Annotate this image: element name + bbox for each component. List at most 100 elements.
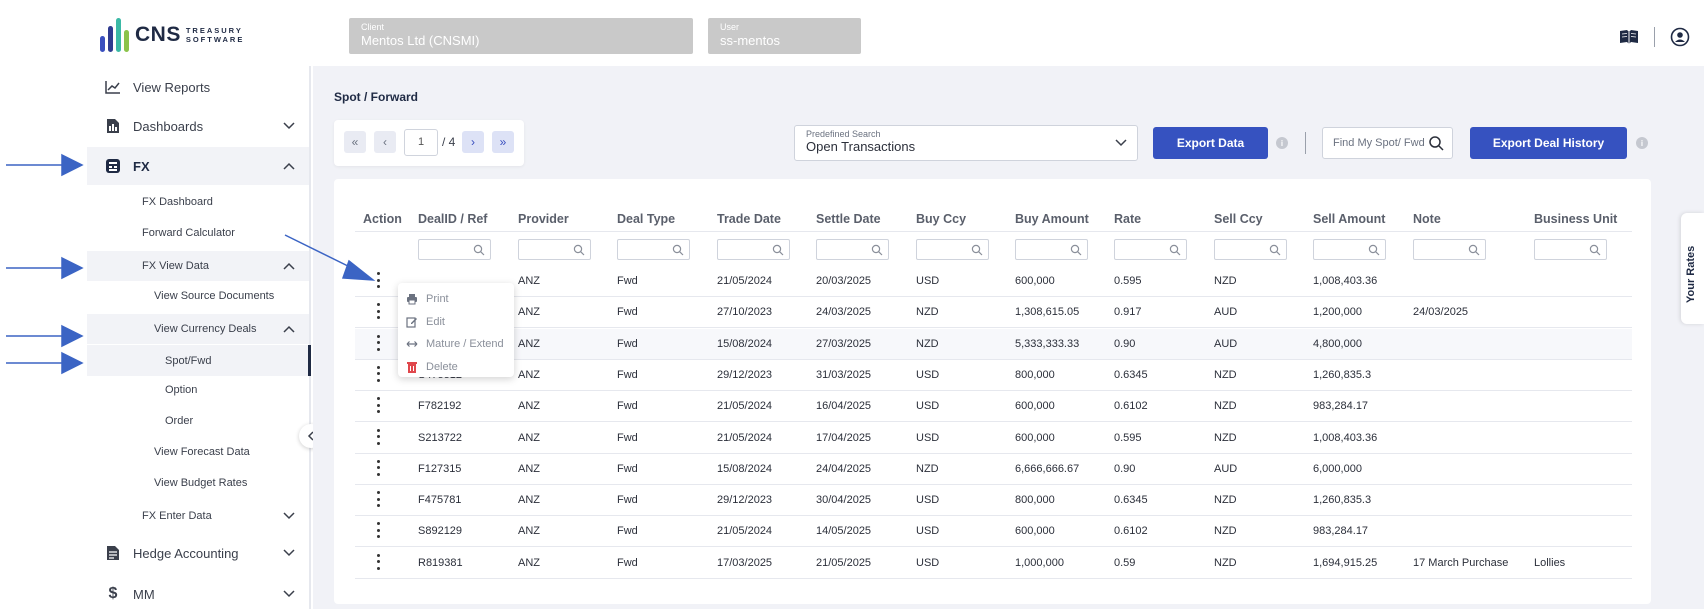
column-filter-input[interactable] (916, 239, 989, 260)
column-header-buy-amount[interactable]: Buy Amount (1015, 212, 1089, 226)
table-cell: 24/04/2025 (816, 462, 872, 475)
table-cell: AUD (1214, 306, 1238, 319)
column-header-sell-amount[interactable]: Sell Amount (1313, 212, 1386, 226)
column-filter-input[interactable] (1313, 239, 1386, 260)
column-header-provider[interactable]: Provider (518, 212, 569, 226)
column-header-settle-date[interactable]: Settle Date (816, 212, 881, 226)
your-rates-tab[interactable]: Your Rates (1681, 213, 1704, 324)
column-filter-input[interactable] (418, 239, 491, 260)
sidebar-item-fx-dashboard[interactable]: FX Dashboard (142, 196, 213, 208)
sidebar-item-fx[interactable]: FX (87, 147, 309, 185)
menu-item-delete[interactable]: Delete (398, 356, 514, 379)
info-icon[interactable]: i (1276, 137, 1288, 149)
kebab-menu-icon[interactable] (375, 428, 381, 445)
column-header-deal-id[interactable]: DealID / Ref (418, 212, 488, 226)
search-icon (1269, 244, 1281, 256)
page-number-input[interactable]: 1 (404, 129, 438, 156)
export-data-button[interactable]: Export Data (1153, 127, 1268, 159)
user-profile-icon[interactable] (1669, 26, 1691, 48)
column-filter-input[interactable] (1534, 239, 1607, 260)
sidebar-item-dashboards[interactable]: Dashboards (87, 107, 309, 145)
kebab-menu-icon[interactable] (375, 459, 381, 476)
table-row[interactable]: F782192 ANZ Fwd 21/05/2024 16/04/2025 USD 600,… (355, 391, 1632, 423)
table-cell: 14/05/2025 (816, 525, 872, 538)
table-cell: 600,000 (1015, 525, 1055, 538)
sidebar-item-mm[interactable]: $ MM (87, 575, 309, 609)
column-filter-input[interactable] (1015, 239, 1088, 260)
column-filter-input[interactable] (518, 239, 591, 260)
sidebar-item-view-reports[interactable]: View Reports (87, 69, 309, 105)
sidebar-item-fx-view-data[interactable]: FX View Data (87, 251, 309, 281)
logo-sub-line2: SOFTWARE (185, 35, 245, 44)
column-header-sell-ccy[interactable]: Sell Ccy (1214, 212, 1263, 226)
find-deal-placeholder: Find My Spot/ Fwd (1333, 137, 1425, 149)
sidebar-item-view-source-documents[interactable]: View Source Documents (154, 290, 275, 302)
table-cell: ANZ (518, 400, 540, 413)
column-filter-input[interactable] (1214, 239, 1287, 260)
table-cell: ANZ (518, 556, 540, 569)
kebab-menu-icon[interactable] (375, 272, 381, 288)
kebab-menu-icon[interactable] (375, 522, 381, 539)
sidebar-item-option[interactable]: Option (165, 384, 198, 396)
menu-item-edit[interactable]: Edit (398, 311, 514, 334)
sidebar-item-spot-fwd[interactable]: Spot/Fwd (87, 345, 309, 376)
user-field[interactable]: User ss-mentos (708, 18, 861, 54)
sidebar-item-forward-calculator[interactable]: Forward Calculator (142, 227, 235, 239)
table-row[interactable]: R819381 ANZ Fwd 17/03/2025 21/05/2025 USD 1,00… (355, 548, 1632, 579)
sidebar-item-view-currency-deals[interactable]: View Currency Deals (87, 314, 309, 344)
export-deal-history-button[interactable]: Export Deal History (1470, 127, 1627, 159)
client-field[interactable]: Client Mentos Ltd (CNSMI) (349, 18, 693, 54)
table-row[interactable]: S213722 ANZ Fwd 21/05/2024 17/04/2025 USD 600,… (355, 423, 1632, 454)
column-filter-input[interactable] (617, 239, 690, 260)
prev-page-button[interactable]: ‹ (374, 131, 396, 153)
column-filter-input[interactable] (717, 239, 790, 260)
column-filter-input[interactable] (1114, 239, 1187, 260)
kebab-menu-icon[interactable] (375, 491, 381, 508)
kebab-menu-icon[interactable] (375, 303, 381, 320)
column-header-rate[interactable]: Rate (1114, 212, 1142, 226)
find-deal-input[interactable]: Find My Spot/ Fwd (1322, 127, 1453, 159)
sidebar-item-view-budget-rates[interactable]: View Budget Rates (154, 477, 248, 489)
column-header-buy-ccy[interactable]: Buy Ccy (916, 212, 967, 226)
table-row[interactable]: F127315 ANZ Fwd 15/08/2024 24/04/2025 NZD 6,66… (355, 454, 1632, 485)
table-cell: Fwd (617, 400, 638, 413)
column-header-business-unit[interactable]: Business Unit (1534, 212, 1618, 226)
table-cell: ANZ (518, 306, 540, 319)
predefined-search-select[interactable]: Predefined Search Open Transactions (794, 125, 1138, 161)
kebab-menu-icon[interactable] (375, 397, 381, 414)
kebab-menu-icon[interactable] (375, 553, 381, 570)
sidebar-item-view-forecast-data[interactable]: View Forecast Data (154, 446, 250, 458)
table-row[interactable]: ANZ Fwd 21/05/2024 20/03/2025 USD 600,000 0.59… (355, 266, 1632, 297)
last-page-button[interactable]: » (492, 131, 514, 153)
kebab-menu-icon[interactable] (375, 365, 381, 382)
client-value: Mentos Ltd (CNSMI) (361, 33, 480, 48)
next-page-button[interactable]: › (462, 131, 484, 153)
menu-item-mature-extend[interactable]: Mature / Extend (398, 333, 514, 356)
trash-icon (406, 361, 418, 373)
help-book-icon[interactable] (1618, 26, 1640, 48)
menu-item-print[interactable]: Print (398, 288, 514, 311)
sidebar-item-fx-enter-data[interactable]: FX Enter Data (87, 501, 309, 531)
table-row[interactable]: ANZ Fwd 27/10/2023 24/03/2025 NZD 1,308,615.0… (355, 297, 1632, 329)
table-row[interactable]: ANZ Fwd 15/08/2024 27/03/2025 NZD 5,333,333.3… (355, 328, 1632, 360)
table-row[interactable]: S892129 ANZ Fwd 21/05/2024 14/05/2025 USD 600,… (355, 516, 1632, 548)
column-header-deal-type[interactable]: Deal Type (617, 212, 676, 226)
first-page-button[interactable]: « (344, 131, 366, 153)
table-row[interactable]: F475781 ANZ Fwd 29/12/2023 30/04/2025 USD 800,… (355, 485, 1632, 517)
column-filter-input[interactable] (816, 239, 889, 260)
info-icon[interactable]: i (1636, 137, 1648, 149)
table-cell: 600,000 (1015, 400, 1055, 413)
column-header-note[interactable]: Note (1413, 212, 1441, 226)
table-cell: 21/05/2024 (717, 400, 773, 413)
column-header-trade-date[interactable]: Trade Date (717, 212, 781, 226)
cns-logo[interactable]: CNS TREASURY SOFTWARE (100, 18, 244, 52)
table-row[interactable]: S475512ANZFwd29/12/202331/03/2025USD800,… (355, 360, 1632, 391)
sidebar-item-order[interactable]: Order (165, 415, 194, 427)
top-header: CNS TREASURY SOFTWARE Client Mentos Ltd … (0, 0, 1704, 66)
kebab-menu-icon[interactable] (375, 334, 381, 351)
column-filter-input[interactable] (1413, 239, 1486, 260)
chevron-down-icon (1115, 139, 1127, 147)
table-cell: 0.90 (1114, 462, 1136, 475)
sidebar-item-hedge-accounting[interactable]: Hedge Accounting (87, 534, 309, 572)
your-rates-label: Your Rates (1685, 245, 1697, 303)
